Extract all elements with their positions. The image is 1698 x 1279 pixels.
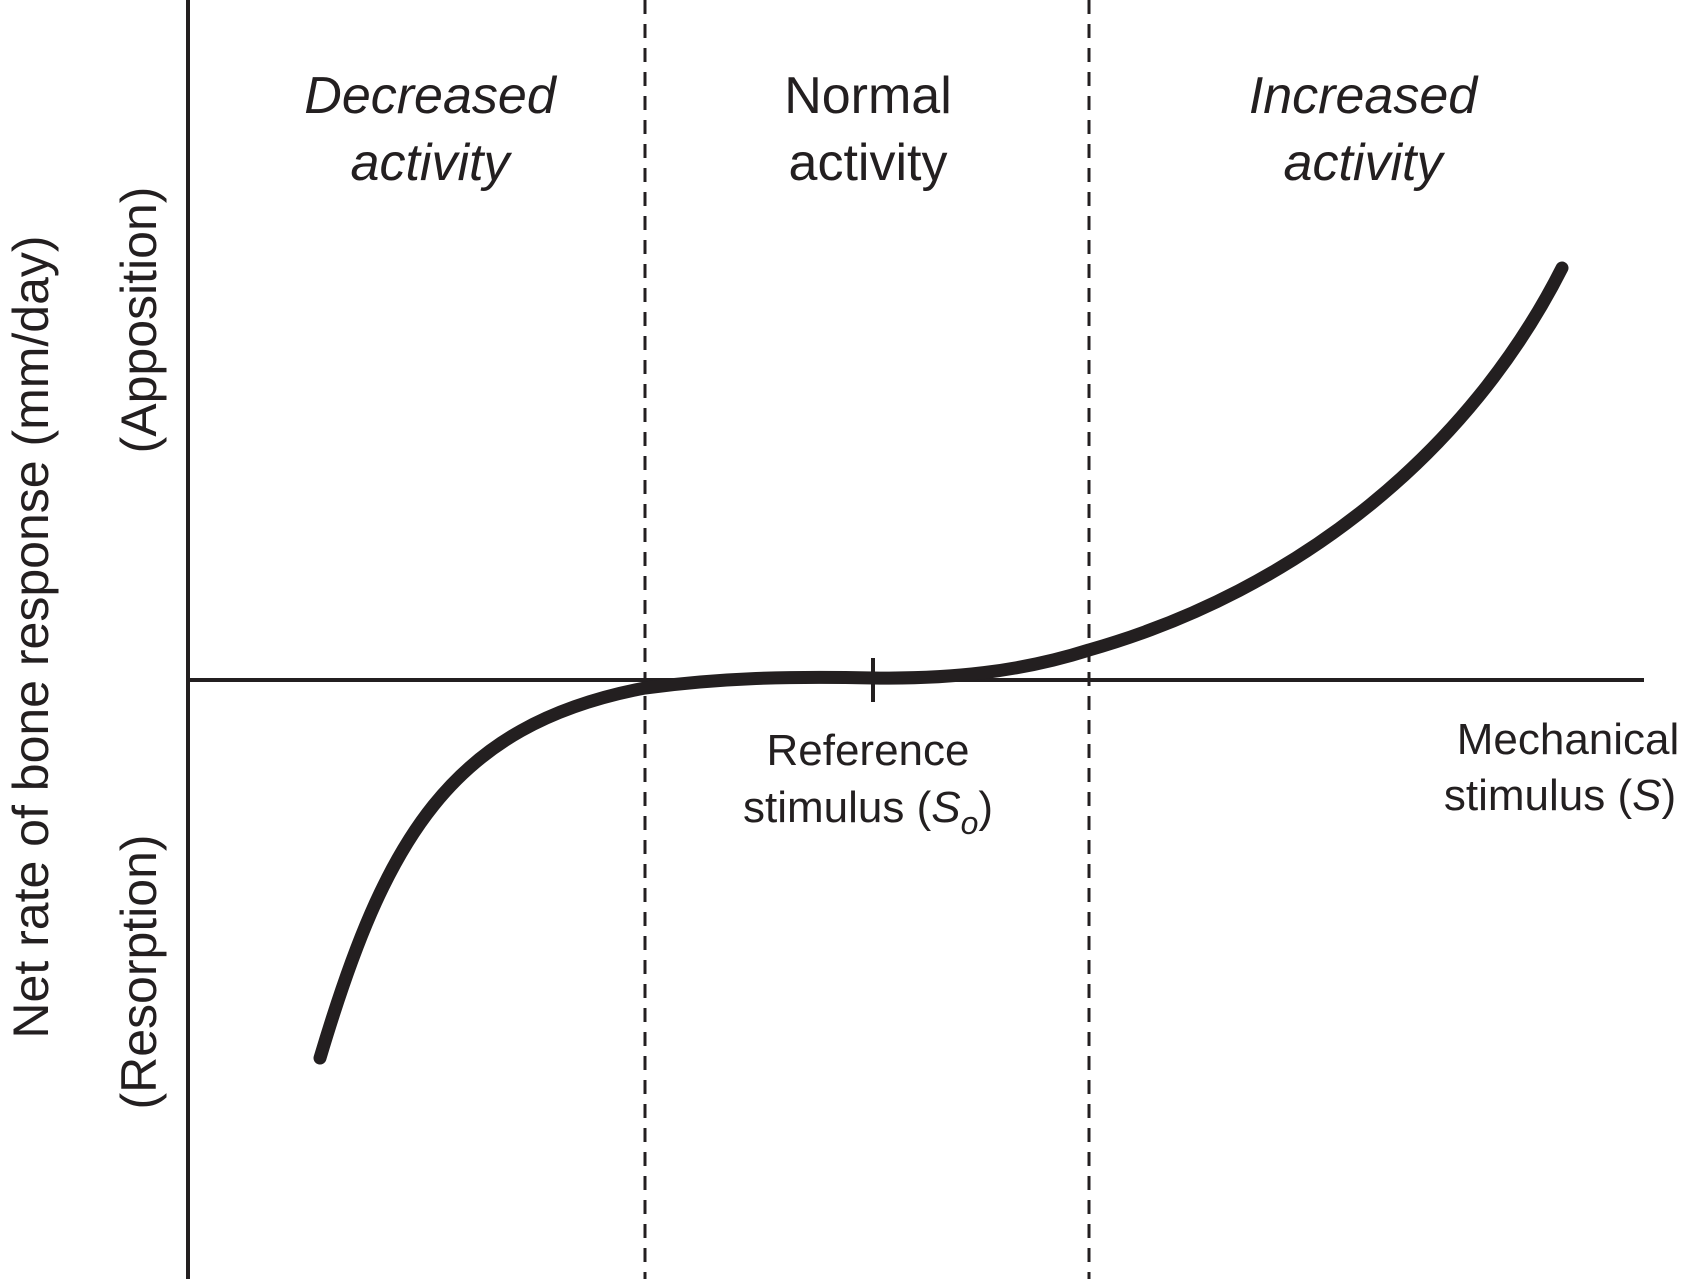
x-axis-label-line1: Mechanical (1457, 715, 1680, 764)
region-increased-line2: activity (1284, 134, 1446, 192)
region-normal-line2: activity (789, 134, 948, 192)
y-axis-label: Net rate of bone response (mm/day) (3, 235, 59, 1038)
reference-label-suffix: ) (978, 783, 993, 832)
x-axis-label-line2: stimulus (S) (1444, 771, 1676, 820)
reference-label-line2: stimulus (So) (743, 783, 993, 841)
x-axis-label-prefix: stimulus ( (1444, 771, 1633, 820)
y-negative-label: (Resorption) (111, 834, 167, 1109)
region-decreased-line2: activity (351, 134, 513, 192)
y-positive-label: (Apposition) (111, 187, 167, 454)
region-increased-line1: Increased (1249, 67, 1479, 125)
reference-label-line1: Reference (766, 726, 969, 775)
reference-subscript: o (961, 805, 979, 841)
region-normal-line1: Normal (784, 67, 952, 125)
x-axis-symbol: S (1632, 771, 1661, 820)
reference-label-prefix: stimulus ( (743, 783, 932, 832)
reference-symbol: S (931, 783, 960, 832)
x-axis-label-suffix: ) (1661, 771, 1676, 820)
region-decreased-line1: Decreased (304, 67, 558, 125)
bone-response-curve (313, 261, 1569, 1065)
